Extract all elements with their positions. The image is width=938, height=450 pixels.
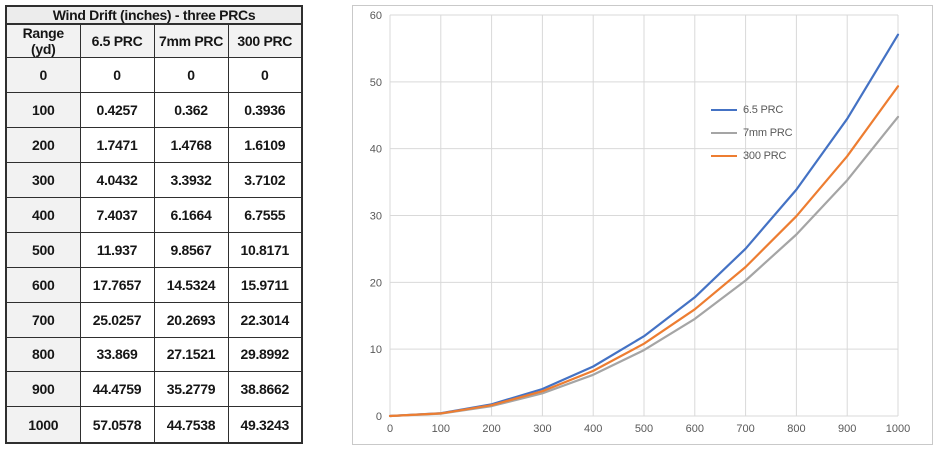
table-cell-value: 6.7555: [227, 196, 303, 233]
y-axis-tick-label: 40: [370, 144, 382, 156]
table-cell-value: 57.0578: [79, 406, 155, 444]
y-axis-tick-label: 30: [370, 211, 382, 223]
x-axis-tick-label: 600: [686, 423, 704, 435]
table-header-row: Range (yd) 6.5 PRC 7mm PRC 300 PRC: [5, 23, 303, 58]
column-header-range: Range (yd): [5, 23, 81, 58]
legend-line-swatch: [711, 108, 737, 111]
table-cell-value: 9.8567: [153, 231, 229, 268]
table-cell-value: 38.8662: [227, 371, 303, 408]
table-cell-value: 3.7102: [227, 161, 303, 198]
table-title-row: Wind Drift (inches) - three PRCs: [5, 5, 303, 25]
table-row: 300 4.0432 3.3932 3.7102: [5, 161, 303, 198]
table-cell-value: 0: [227, 57, 303, 93]
x-axis-tick-label: 900: [838, 423, 856, 435]
table-row: 1000 57.0578 44.7538 49.3243: [5, 406, 303, 444]
table-cell-range: 0: [5, 57, 81, 93]
table-cell-range: 600: [5, 266, 81, 303]
table-row: 700 25.0257 20.2693 22.3014: [5, 301, 303, 338]
table-cell-value: 25.0257: [79, 301, 155, 338]
legend-item-7mmprc: 7mm PRC: [711, 121, 793, 144]
table-cell-range: 300: [5, 161, 81, 198]
table-cell-range: 800: [5, 336, 81, 373]
table-cell-value: 3.3932: [153, 161, 229, 198]
table-cell-value: 27.1521: [153, 336, 229, 373]
table-cell-value: 1.4768: [153, 126, 229, 163]
y-axis-tick-label: 10: [370, 344, 382, 356]
legend-label: 7mm PRC: [743, 126, 793, 139]
x-axis-tick-label: 0: [387, 423, 393, 435]
column-header-300prc: 300 PRC: [227, 23, 303, 58]
table-cell-value: 29.8992: [227, 336, 303, 373]
table-cell-value: 35.2779: [153, 371, 229, 408]
table-cell-value: 11.937: [79, 231, 155, 268]
x-axis-tick-label: 1000: [886, 423, 910, 435]
table-cell-value: 0.3936: [227, 91, 303, 128]
table-cell-value: 15.9711: [227, 266, 303, 303]
wind-drift-chart: 0 10 20 30 40 50 60 0 100 200 300 400 500 600 700 800 90…: [352, 5, 933, 445]
table-cell-value: 6.1664: [153, 196, 229, 233]
x-axis-tick-label: 700: [736, 423, 754, 435]
column-header-65prc: 6.5 PRC: [79, 23, 155, 58]
legend-line-swatch: [711, 131, 737, 134]
table-row: 100 0.4257 0.362 0.3936: [5, 91, 303, 128]
x-axis-tick-label: 100: [432, 423, 450, 435]
legend-item-65prc: 6.5 PRC: [711, 98, 792, 121]
table-title: Wind Drift (inches) - three PRCs: [5, 5, 303, 25]
series-line: [388, 85, 900, 418]
column-header-7mmprc: 7mm PRC: [153, 23, 229, 58]
y-axis-tick-label: 50: [370, 77, 382, 89]
table-cell-value: 1.7471: [79, 126, 155, 163]
legend-line-swatch: [711, 154, 737, 157]
x-axis-tick-label: 400: [584, 423, 602, 435]
table-cell-range: 1000: [5, 406, 81, 444]
table-cell-value: 33.869: [79, 336, 155, 373]
table-cell-value: 22.3014: [227, 301, 303, 338]
table-cell-range: 200: [5, 126, 81, 163]
table-cell-value: 10.8171: [227, 231, 303, 268]
y-axis-tick-label: 60: [370, 10, 382, 22]
table-row: 200 1.7471 1.4768 1.6109: [5, 126, 303, 163]
legend-label: 6.5 PRC: [743, 103, 784, 116]
table-cell-value: 14.5324: [153, 266, 229, 303]
table-row: 900 44.4759 35.2779 38.8662: [5, 371, 303, 408]
wind-drift-table-container: Wind Drift (inches) - three PRCs Range (…: [5, 5, 303, 444]
table-cell-value: 20.2693: [153, 301, 229, 338]
table-cell-value: 49.3243: [227, 406, 303, 444]
table-cell-value: 0: [79, 57, 155, 93]
x-axis-tick-label: 300: [533, 423, 551, 435]
table-cell-value: 17.7657: [79, 266, 155, 303]
table-cell-value: 7.4037: [79, 196, 155, 233]
y-axis-tick-label: 20: [370, 277, 382, 289]
table-row: 800 33.869 27.1521 29.8992: [5, 336, 303, 373]
table-cell-value: 0.4257: [79, 91, 155, 128]
table-row: 400 7.4037 6.1664 6.7555: [5, 196, 303, 233]
x-axis-tick-label: 500: [635, 423, 653, 435]
table-cell-range: 500: [5, 231, 81, 268]
table-cell-value: 1.6109: [227, 126, 303, 163]
table-cell-value: 44.7538: [153, 406, 229, 444]
table-cell-range: 400: [5, 196, 81, 233]
table-cell-value: 44.4759: [79, 371, 155, 408]
legend-item-300prc: 300 PRC: [711, 144, 792, 167]
x-axis-tick-label: 800: [787, 423, 805, 435]
legend-label: 300 PRC: [743, 149, 787, 162]
table-cell-value: 0: [153, 57, 229, 93]
table-cell-value: 4.0432: [79, 161, 155, 198]
table-cell-range: 900: [5, 371, 81, 408]
table-cell-value: 0.362: [153, 91, 229, 128]
chart-legend: 6.5 PRC 7mm PRC 300 PRC: [711, 98, 793, 167]
x-axis-tick-label: 200: [482, 423, 500, 435]
table-cell-range: 100: [5, 91, 81, 128]
wind-drift-table: Wind Drift (inches) - three PRCs Range (…: [5, 5, 303, 444]
table-row: 600 17.7657 14.5324 15.9711: [5, 266, 303, 303]
table-cell-range: 700: [5, 301, 81, 338]
table-row: 500 11.937 9.8567 10.8171: [5, 231, 303, 268]
y-axis-tick-label: 0: [376, 411, 382, 423]
